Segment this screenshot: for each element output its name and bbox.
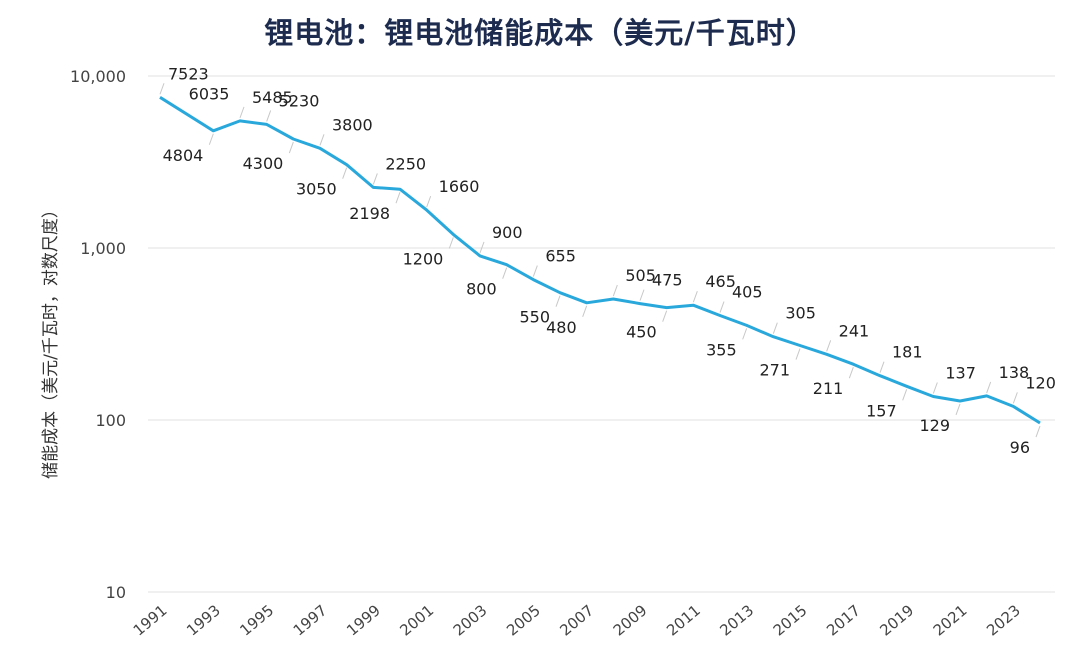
series-line (159, 96, 1041, 425)
y-tick-label: 10 (106, 583, 126, 602)
x-tick-label: 2011 (663, 601, 704, 639)
label-leader (582, 305, 588, 317)
data-label: 3050 (296, 180, 337, 199)
x-tick-label: 2003 (450, 601, 491, 639)
data-label: 211 (813, 379, 844, 398)
data-label: 800 (466, 280, 497, 299)
x-tick-label: 2017 (823, 601, 864, 639)
data-label: 2250 (385, 154, 426, 173)
label-leader-lines (159, 83, 1041, 438)
data-label: 1660 (439, 177, 480, 196)
x-tick-label: 1991 (130, 601, 171, 639)
label-leader (902, 389, 908, 401)
label-leader (288, 141, 294, 154)
data-label: 6035 (189, 85, 230, 104)
label-leader (502, 267, 508, 279)
data-label: 480 (546, 318, 577, 337)
y-axis-ticks: 10 100 1,000 10,000 (70, 67, 126, 602)
label-leader (239, 106, 245, 119)
label-leader (932, 382, 938, 394)
label-leader (639, 289, 645, 301)
x-tick-label: 2023 (983, 601, 1024, 639)
data-label: 2198 (349, 204, 390, 223)
data-label: 129 (919, 416, 950, 435)
label-leader (986, 381, 992, 394)
data-label: 305 (785, 304, 816, 323)
label-leader (426, 195, 432, 208)
data-label: 5485 (252, 88, 293, 107)
label-leader (159, 83, 165, 95)
label-leader (1035, 425, 1041, 438)
label-leader (479, 241, 485, 254)
data-label: 120 (1025, 373, 1056, 392)
data-label: 4300 (243, 154, 284, 173)
data-label: 900 (492, 223, 523, 242)
label-leader (395, 192, 401, 204)
label-leader (1012, 392, 1018, 404)
data-label: 4804 (163, 146, 204, 165)
x-tick-label: 2013 (716, 601, 757, 639)
x-tick-label: 1997 (290, 601, 331, 639)
x-tick-label: 1999 (343, 601, 384, 639)
x-tick-label: 2009 (610, 601, 651, 639)
data-label: 138 (999, 363, 1030, 382)
data-label: 465 (705, 272, 736, 291)
x-axis-ticks: 1991 1993 1995 1997 1999 2001 2003 2005 2007 2009… (130, 601, 1024, 639)
data-label: 181 (892, 343, 923, 362)
label-leader (555, 295, 561, 307)
label-leader (772, 322, 778, 334)
y-tick-label: 10,000 (70, 67, 126, 86)
data-label: 505 (625, 266, 656, 285)
data-label: 137 (945, 363, 976, 382)
label-leader (532, 265, 538, 277)
data-label: 157 (866, 401, 897, 420)
x-tick-label: 2019 (876, 601, 917, 639)
x-tick-label: 2021 (930, 601, 971, 639)
y-tick-label: 1,000 (80, 239, 126, 258)
y-tick-label: 100 (95, 411, 126, 430)
x-tick-label: 2001 (396, 601, 437, 639)
data-label: 5230 (279, 91, 320, 110)
data-label: 655 (545, 247, 576, 266)
data-label: 450 (626, 323, 657, 342)
label-leader (448, 237, 454, 249)
label-leader (848, 367, 854, 379)
data-label: 3800 (332, 115, 373, 134)
x-tick-label: 2005 (503, 601, 544, 639)
data-label: 241 (839, 321, 870, 340)
data-label: 271 (759, 361, 790, 380)
chart-title: 锂电池：锂电池储能成本（美元/千瓦时） (264, 16, 816, 50)
data-label: 355 (706, 340, 737, 359)
data-label: 550 (519, 308, 550, 327)
x-tick-label: 2015 (770, 601, 811, 639)
label-leader (342, 167, 348, 179)
label-leader (826, 340, 832, 352)
label-leader (612, 284, 618, 297)
label-leader (742, 328, 748, 340)
data-label: 96 (1010, 438, 1030, 457)
x-tick-label: 2007 (556, 601, 597, 639)
data-label: 475 (652, 271, 683, 290)
x-tick-label: 1995 (236, 601, 277, 639)
data-label: 1200 (403, 249, 444, 268)
label-leader (692, 291, 698, 303)
x-tick-label: 1993 (183, 601, 224, 639)
label-leader (319, 134, 325, 146)
data-label: 7523 (168, 64, 209, 83)
label-leader (662, 310, 668, 322)
label-leader (719, 301, 725, 313)
label-leader (372, 173, 378, 185)
y-axis-label: 储能成本（美元/千瓦时，对数尺度） (41, 201, 61, 479)
label-leader (879, 361, 885, 373)
data-label: 405 (732, 283, 763, 302)
label-leader (955, 403, 961, 416)
label-leader (266, 110, 272, 122)
label-leader (208, 133, 214, 145)
grid-lines (148, 75, 1055, 593)
label-leader (795, 348, 801, 360)
